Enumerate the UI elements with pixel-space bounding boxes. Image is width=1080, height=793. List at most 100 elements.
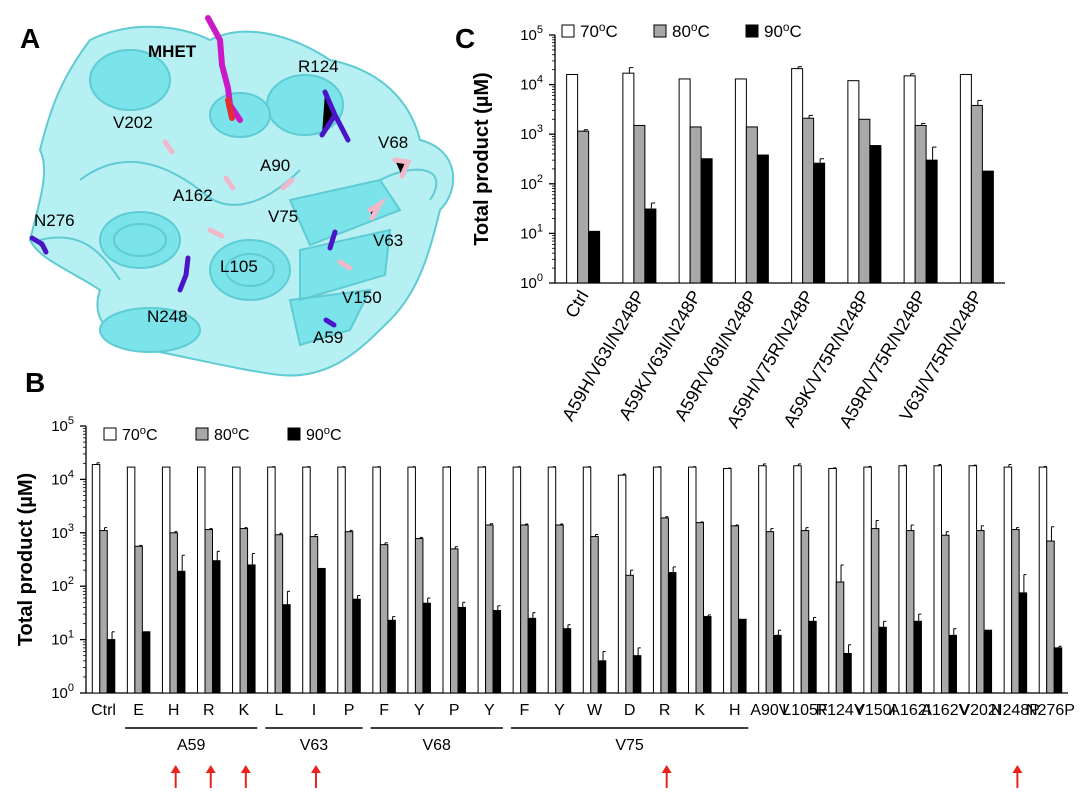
panel-b-category-label: A90V (750, 702, 789, 719)
panel-b-category-label: N276P (1026, 702, 1075, 719)
panel-b-ytick-label: 101 (51, 629, 74, 649)
helix-3 (99, 307, 201, 353)
panel-b-bar (492, 610, 502, 694)
panel-b-bar (169, 532, 178, 694)
helix-1 (99, 211, 181, 269)
panel-b-bar (597, 660, 607, 694)
panel-c-bar (802, 117, 815, 284)
label-v63: V63 (373, 231, 403, 250)
panel-b-red-arrow-head (1012, 765, 1023, 773)
panel-b-bar (442, 466, 451, 694)
panel-b-category-label: L (274, 702, 283, 719)
panel-b-bar (878, 626, 887, 694)
panel-c-bar (858, 118, 871, 284)
sidechain-a59 (323, 317, 337, 328)
panel-b-bar (134, 545, 143, 694)
panel-b-category-label: H (168, 702, 180, 719)
panel-b-group-label: V68 (422, 737, 451, 754)
panel-a-letter: A (20, 23, 40, 54)
panel-b-bar (843, 652, 852, 694)
panel-b-bar (660, 517, 669, 694)
panel-b-category-label: R (659, 702, 671, 719)
panel-b-category-label: L105F (782, 702, 828, 719)
panel-b-bar (590, 536, 599, 694)
panel-b-bar (126, 466, 136, 694)
panel-b-category-label: K (238, 702, 249, 719)
panel-b-bar (282, 604, 291, 694)
panel-b-bar (387, 619, 396, 694)
panel-b-category-label: D (624, 702, 636, 719)
panel-c-bar (981, 170, 994, 284)
panel-c-bar (903, 75, 916, 284)
panel-c-ylabel: Total product (µM) (471, 72, 493, 245)
panel-c-bar (644, 208, 657, 284)
panel-b-category-label: A162V (921, 702, 969, 719)
panel-b-bar (800, 530, 810, 694)
panel-c-bar (925, 159, 938, 284)
panel-b-legend-label: 70oC (122, 425, 158, 444)
panel-b-chart: 100 101 102 103 104 105 Total product (µM) Ctrl… (15, 415, 1075, 788)
panel-b-category-label: E (133, 702, 144, 719)
panel-b-legend-swatch (103, 427, 117, 441)
panel-b-bar (512, 466, 522, 694)
panel-b-bar (1018, 592, 1028, 694)
panel-b-category-label: K (694, 702, 705, 719)
panel-b-legend-swatch (195, 427, 209, 441)
panel-b-ylabel: Total product (µM) (15, 473, 37, 646)
panel-b-bar (344, 531, 354, 694)
panel-c-bar (970, 104, 983, 284)
panel-c-ytick-label: 100 (520, 272, 543, 292)
panel-b-bar (835, 581, 845, 694)
panel-b-bar (204, 529, 213, 694)
loop-1 (79, 160, 301, 206)
panel-b-bar (808, 620, 817, 694)
panel-b-bar (1053, 647, 1063, 694)
panel-a: A (20, 15, 454, 377)
panel-b-bar (274, 534, 284, 694)
panel-b-bar (352, 598, 361, 694)
panel-b-ytick-label: 103 (51, 522, 74, 542)
protein-structure (28, 25, 454, 377)
panel-b-bar (617, 474, 627, 694)
panel-c-bar (847, 80, 860, 284)
loop-3 (379, 168, 438, 201)
label-v202: V202 (113, 113, 153, 132)
panel-b-bar (695, 522, 704, 694)
panel-b-bar (414, 538, 424, 694)
label-v75: V75 (268, 207, 298, 226)
panel-b-group-label: A59 (177, 737, 206, 754)
panel-b-category-label: F (379, 702, 389, 719)
panel-c-bar (689, 126, 702, 284)
panel-b-bar (317, 567, 326, 694)
site-sidechains (162, 139, 412, 271)
panel-b-bar (941, 534, 950, 694)
panel-c-bar (566, 73, 579, 284)
label-v150: V150 (342, 288, 382, 307)
panel-c-bar (734, 78, 747, 284)
panel-b-bar (99, 530, 108, 694)
label-n276: N276 (34, 211, 75, 230)
panel-c-bar (959, 73, 972, 284)
panel-b-bar (793, 465, 802, 694)
panel-b-bar (948, 634, 957, 694)
panel-b-category-label: F (520, 702, 530, 719)
mhet-label: MHET (148, 42, 197, 61)
panel-b-bar (758, 465, 767, 694)
panel-b-bar (477, 466, 487, 694)
panel-c-ytick-label: 103 (520, 123, 543, 143)
panel-b-bar (232, 466, 241, 694)
panel-b-bar (625, 574, 634, 694)
panel-b-bar (562, 628, 572, 694)
label-a162: A162 (173, 186, 213, 205)
residue-labels: MHET R124 V202 V68 A90 A162 N276 V75 V63… (34, 42, 408, 347)
panel-b-bar (450, 548, 459, 694)
panel-c-bar (791, 68, 804, 284)
panel-b-bar (968, 465, 978, 694)
helix-5 (89, 49, 171, 111)
panel-b-category-label: Ctrl (91, 702, 116, 719)
panel-b-bar (337, 466, 346, 694)
panel-b-bar (913, 620, 922, 694)
panel-b-bar (738, 618, 747, 694)
panel-b-bar (632, 655, 642, 694)
